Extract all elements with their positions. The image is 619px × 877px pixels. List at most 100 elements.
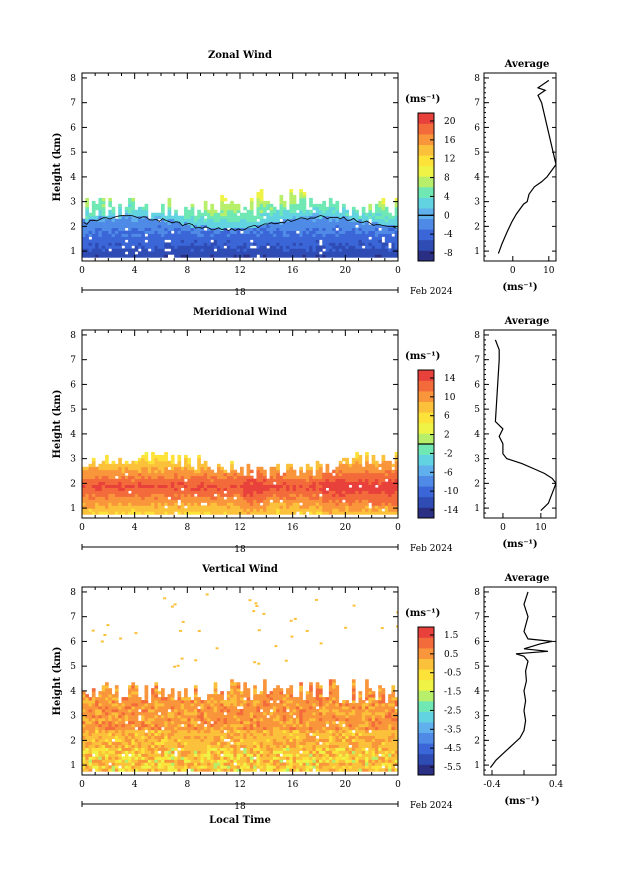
heatmap-cell — [128, 700, 132, 703]
heatmap-cell — [197, 733, 201, 736]
heatmap-cell — [118, 225, 122, 228]
heatmap-cell — [135, 502, 139, 505]
heatmap-cell — [283, 479, 287, 482]
heatmap-cell — [197, 473, 201, 476]
heatmap-cell — [339, 222, 343, 225]
heatmap-cell — [375, 505, 379, 508]
heatmap-cell — [303, 488, 307, 491]
heatmap-cell — [214, 742, 218, 745]
heatmap-cell — [276, 467, 280, 470]
heatmap-cell — [118, 239, 122, 242]
colorbar-swatch — [418, 455, 434, 466]
heatmap-cell — [177, 742, 181, 745]
heatmap-cell — [227, 724, 231, 727]
heatmap-cell — [118, 242, 122, 245]
heatmap-cell — [217, 753, 221, 756]
heatmap-cell — [250, 753, 254, 756]
heatmap-cell — [82, 228, 86, 231]
heatmap-cell — [388, 461, 392, 464]
heatmap-cell — [154, 736, 158, 739]
heatmap-cell — [230, 491, 234, 494]
heatmap-cell — [131, 715, 135, 718]
heatmap-cell — [306, 254, 310, 257]
heatmap-cell — [217, 231, 221, 234]
heatmap-cell — [148, 768, 152, 771]
heatmap-cell — [293, 505, 297, 508]
heatmap-cell — [247, 706, 251, 709]
heatmap-cell — [378, 505, 382, 508]
heatmap-cell — [168, 470, 172, 473]
heatmap-cell — [194, 694, 198, 697]
heatmap-cell — [345, 488, 349, 491]
heatmap-cell — [322, 225, 326, 228]
heatmap-cell — [207, 765, 211, 768]
heatmap-cell — [174, 762, 178, 765]
heatmap-cell — [207, 697, 211, 700]
heatmap-cell — [151, 219, 155, 222]
heatmap-cell — [303, 222, 307, 225]
heatmap-cell — [270, 245, 274, 248]
heatmap-cell — [131, 756, 135, 759]
heatmap-cell — [168, 508, 172, 511]
heatmap-cell — [112, 207, 116, 210]
heatmap-cell — [289, 470, 293, 473]
heatmap-cell — [125, 505, 129, 508]
heatmap-cell — [151, 458, 155, 461]
heatmap-cell — [388, 248, 392, 251]
heatmap-cell — [273, 248, 277, 251]
heatmap-cell — [194, 505, 198, 508]
heatmap-cell — [233, 709, 237, 712]
heatmap-cell — [299, 228, 303, 231]
heatmap-cell — [141, 473, 145, 476]
heatmap-cell — [345, 473, 349, 476]
heatmap-cell — [355, 248, 359, 251]
heatmap-cell — [382, 461, 386, 464]
heatmap-cell — [92, 458, 96, 461]
heatmap-cell — [365, 231, 369, 234]
heatmap-cell — [174, 245, 178, 248]
heatmap-cell — [253, 496, 257, 499]
heatmap-cell — [233, 505, 237, 508]
heatmap-cell — [187, 745, 191, 748]
heatmap-cell — [138, 499, 142, 502]
heatmap-cell — [303, 248, 307, 251]
heatmap-cell — [168, 204, 172, 207]
heatmap-cell — [273, 242, 277, 245]
heatmap-cell — [230, 751, 234, 754]
heatmap-cell — [214, 697, 218, 700]
heatmap-cell — [230, 748, 234, 751]
heatmap-cell — [204, 499, 208, 502]
heatmap-cell — [204, 739, 208, 742]
heatmap-cell — [276, 473, 280, 476]
heatmap-cell — [385, 231, 389, 234]
heatmap-cell — [352, 228, 356, 231]
heatmap-cell — [105, 245, 109, 248]
heatmap-cell — [145, 222, 149, 225]
heatmap-cell — [293, 496, 297, 499]
heatmap-cell — [335, 505, 339, 508]
heatmap-cell — [335, 479, 339, 482]
heatmap-cell — [102, 222, 106, 225]
heatmap-cell — [128, 511, 132, 514]
heatmap-cell — [135, 473, 139, 476]
heatmap-cell — [233, 473, 237, 476]
heatmap-cell — [112, 756, 116, 759]
heatmap-cell — [105, 748, 109, 751]
heatmap-cell — [382, 499, 386, 502]
heatmap-cell — [329, 225, 333, 228]
heatmap-cell — [201, 464, 205, 467]
heatmap-cell — [286, 505, 290, 508]
heatmap-cell — [210, 237, 214, 240]
heatmap-cell — [362, 467, 366, 470]
heatmap-cell — [385, 470, 389, 473]
heatmap-cell — [210, 216, 214, 219]
heatmap-cell — [131, 198, 135, 201]
heatmap-cell — [128, 467, 132, 470]
heatmap-cell — [270, 470, 274, 473]
heatmap-cell — [247, 505, 251, 508]
heatmap-cell — [293, 225, 297, 228]
heatmap-cell — [85, 207, 89, 210]
heatmap-cell — [112, 239, 116, 242]
heatmap-cell — [92, 730, 96, 733]
heatmap-cell — [214, 736, 218, 739]
